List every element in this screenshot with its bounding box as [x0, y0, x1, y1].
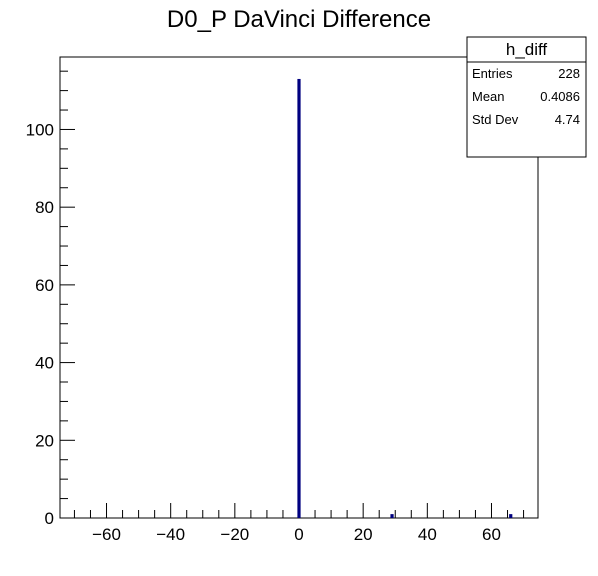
y-tick-label: 60	[35, 276, 54, 295]
x-tick-label: −40	[156, 525, 185, 544]
y-tick-label: 80	[35, 198, 54, 217]
x-tick-label: 40	[418, 525, 437, 544]
x-tick-label: 20	[354, 525, 373, 544]
stats-entries-value: 228	[558, 66, 580, 81]
stats-stddev-label: Std Dev	[472, 112, 519, 127]
stats-box: h_diff Entries 228 Mean 0.4086 Std Dev 4…	[466, 36, 587, 158]
x-axis: −60 −40 −20 0 20 40 60	[73, 503, 525, 544]
stats-mean-value: 0.4086	[540, 89, 580, 104]
y-tick-label: 100	[26, 120, 54, 139]
y-tick-label: 0	[45, 509, 54, 528]
stats-mean-label: Mean	[472, 89, 505, 104]
x-tick-label: −20	[220, 525, 249, 544]
histogram-bin	[509, 514, 513, 518]
x-tick-label: 0	[294, 525, 303, 544]
x-tick-label: −60	[92, 525, 121, 544]
histogram-bin	[297, 78, 301, 518]
y-tick-label: 40	[35, 354, 54, 373]
stats-entries-label: Entries	[472, 66, 513, 81]
histogram-bin	[390, 514, 394, 518]
histogram-bars	[297, 78, 513, 518]
y-axis: 0 20 40 60 80 100	[26, 70, 75, 528]
chart-title: D0_P DaVinci Difference	[167, 6, 431, 33]
stats-stddev-value: 4.74	[555, 112, 580, 127]
x-tick-label: 60	[482, 525, 501, 544]
stats-box-frame	[466, 36, 587, 158]
stats-box-name: h_diff	[506, 40, 548, 59]
y-tick-label: 20	[35, 431, 54, 450]
